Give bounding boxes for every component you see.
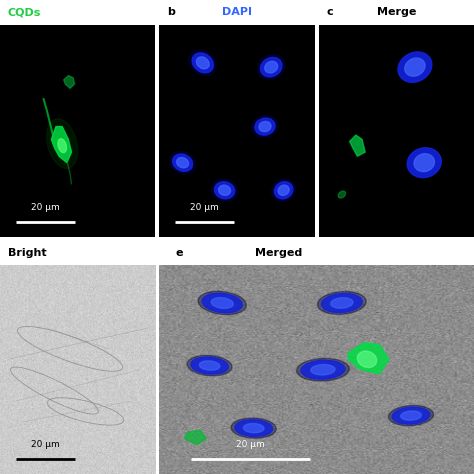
Ellipse shape [202, 293, 242, 313]
Ellipse shape [338, 191, 346, 198]
Polygon shape [51, 127, 72, 163]
Ellipse shape [58, 139, 66, 153]
Ellipse shape [46, 118, 78, 168]
Ellipse shape [274, 182, 293, 199]
Text: b: b [167, 7, 175, 18]
Ellipse shape [259, 121, 271, 132]
Ellipse shape [407, 148, 441, 178]
Ellipse shape [214, 182, 235, 199]
Ellipse shape [278, 185, 289, 195]
Ellipse shape [235, 420, 273, 437]
Text: 20 μm: 20 μm [31, 440, 59, 449]
Ellipse shape [389, 405, 434, 426]
Ellipse shape [272, 179, 296, 201]
Ellipse shape [405, 58, 425, 76]
Ellipse shape [187, 356, 232, 376]
Text: e: e [175, 248, 182, 258]
Ellipse shape [357, 351, 377, 367]
Ellipse shape [255, 118, 275, 135]
Polygon shape [348, 343, 389, 374]
Text: c: c [326, 7, 333, 18]
Polygon shape [64, 76, 74, 88]
Ellipse shape [392, 407, 430, 424]
Ellipse shape [297, 358, 349, 381]
Ellipse shape [331, 298, 353, 308]
Ellipse shape [414, 154, 435, 172]
Ellipse shape [321, 293, 362, 312]
Ellipse shape [192, 53, 213, 73]
Ellipse shape [196, 57, 209, 69]
Ellipse shape [211, 298, 233, 308]
Ellipse shape [173, 154, 192, 172]
Ellipse shape [198, 292, 246, 315]
Ellipse shape [211, 179, 237, 201]
Ellipse shape [191, 357, 228, 374]
Ellipse shape [257, 55, 285, 80]
Ellipse shape [200, 361, 220, 370]
Polygon shape [350, 135, 365, 156]
Text: Bright: Bright [8, 248, 46, 258]
Ellipse shape [219, 185, 231, 195]
Ellipse shape [398, 52, 432, 82]
Ellipse shape [170, 151, 196, 174]
Ellipse shape [231, 418, 276, 438]
Ellipse shape [265, 61, 278, 73]
Text: Merge: Merge [376, 7, 416, 18]
Text: Merged: Merged [255, 248, 302, 258]
Ellipse shape [401, 411, 421, 420]
Ellipse shape [311, 365, 335, 375]
Text: 20 μm: 20 μm [31, 202, 59, 211]
Polygon shape [184, 430, 207, 445]
Ellipse shape [252, 116, 278, 137]
Ellipse shape [260, 57, 282, 77]
Text: 20 μm: 20 μm [236, 440, 265, 449]
Ellipse shape [243, 423, 264, 433]
Ellipse shape [301, 360, 345, 379]
Ellipse shape [318, 292, 366, 314]
Ellipse shape [177, 157, 189, 168]
Ellipse shape [189, 50, 217, 76]
Text: DAPI: DAPI [222, 7, 252, 18]
Text: CQDs: CQDs [8, 7, 41, 18]
Text: 20 μm: 20 μm [190, 202, 219, 211]
